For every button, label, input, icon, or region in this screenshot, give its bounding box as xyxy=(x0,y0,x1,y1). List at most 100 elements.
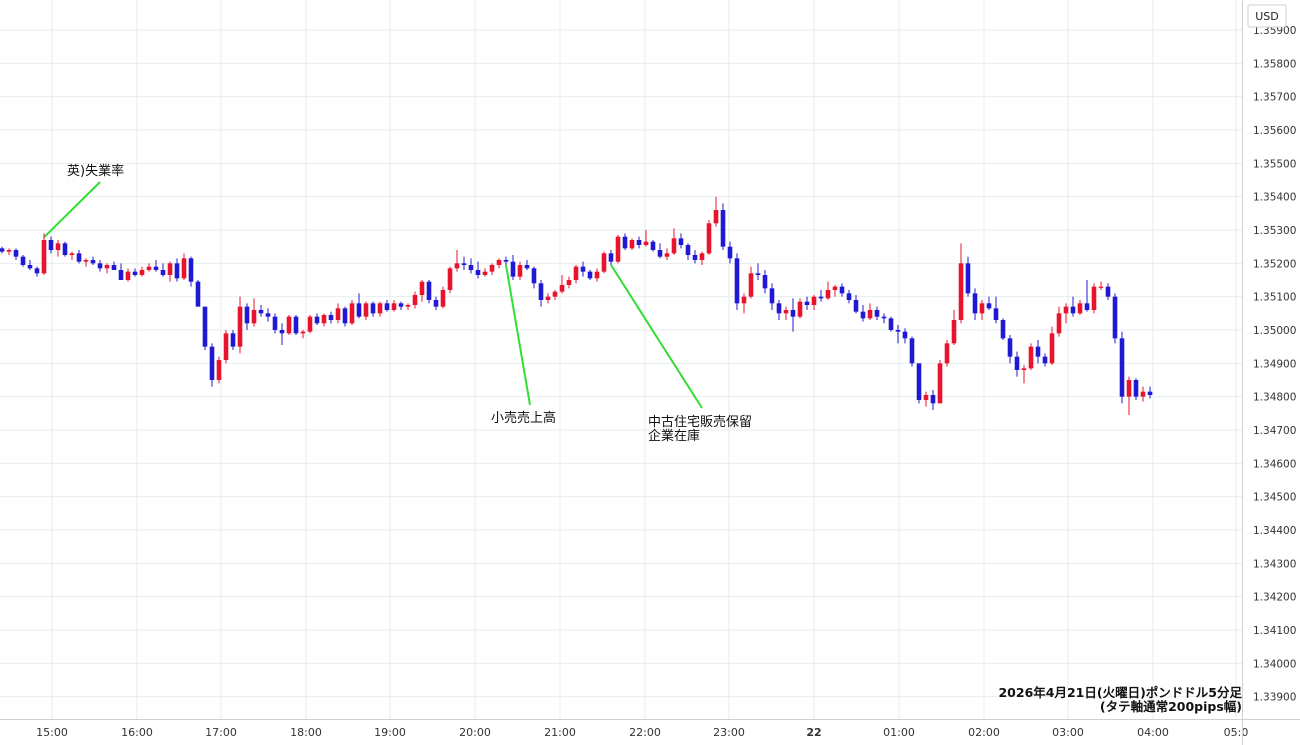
candle-body xyxy=(251,310,257,324)
candle xyxy=(615,235,621,264)
candle-body xyxy=(853,300,859,312)
candle-body xyxy=(601,253,607,272)
candle xyxy=(1042,353,1048,367)
candle xyxy=(195,280,201,307)
candle xyxy=(1133,378,1139,400)
y-tick-label: 1.34400 xyxy=(1253,525,1296,537)
candle-body xyxy=(97,263,103,269)
x-tick-label: 22 xyxy=(806,726,821,739)
candle-body xyxy=(328,315,334,320)
candle-body xyxy=(293,316,299,334)
candle xyxy=(1077,300,1083,315)
candle-body xyxy=(881,316,887,319)
candle-body xyxy=(433,300,439,307)
candle-body xyxy=(1091,286,1097,310)
candle-body xyxy=(587,271,593,279)
candle-body xyxy=(986,303,992,309)
y-tick-label: 1.34700 xyxy=(1253,425,1296,437)
candle xyxy=(937,360,943,404)
x-tick-label: 19:00 xyxy=(374,726,406,739)
x-tick-label: 17:00 xyxy=(205,726,237,739)
candle-body xyxy=(300,331,306,334)
candle xyxy=(664,248,670,260)
candle xyxy=(832,285,838,297)
candle-body xyxy=(923,395,929,400)
candle xyxy=(447,266,453,294)
candle xyxy=(720,203,726,250)
candle-body xyxy=(951,320,957,344)
y-tick-label: 1.34900 xyxy=(1253,358,1296,370)
candle-body xyxy=(188,258,194,282)
candle xyxy=(783,306,789,320)
candle-body xyxy=(419,281,425,295)
y-tick-label: 1.35500 xyxy=(1253,158,1296,170)
candle-body xyxy=(468,265,474,270)
candle-body xyxy=(1105,286,1111,297)
candle-body xyxy=(1140,391,1146,397)
candle-body xyxy=(972,293,978,314)
candle-body xyxy=(671,238,677,254)
candle-body xyxy=(559,285,565,292)
candle xyxy=(580,261,586,277)
candle-body xyxy=(566,280,572,285)
candle-body xyxy=(657,250,663,257)
candle xyxy=(69,251,75,260)
candle-body xyxy=(650,241,656,250)
candle-body xyxy=(496,260,502,265)
currency-badge[interactable]: USD xyxy=(1247,4,1287,28)
candle xyxy=(125,268,131,282)
candle-body xyxy=(538,283,544,300)
candle xyxy=(503,256,509,265)
candle xyxy=(475,261,481,279)
candle-body xyxy=(545,296,551,300)
candle xyxy=(734,253,740,310)
candle-body xyxy=(755,273,761,275)
candles xyxy=(0,196,1153,415)
candle xyxy=(594,268,600,282)
candle-body xyxy=(1147,391,1153,395)
candle xyxy=(755,263,761,280)
candle xyxy=(993,296,999,324)
candle-body xyxy=(223,333,229,360)
candle xyxy=(188,256,194,287)
candle-body xyxy=(692,255,698,260)
candle-body xyxy=(111,265,117,270)
candle-body xyxy=(776,303,782,314)
candle xyxy=(1014,351,1020,377)
candle xyxy=(811,295,817,310)
candle-body xyxy=(454,263,460,269)
candle-body xyxy=(1049,333,1055,364)
candle-body xyxy=(349,303,355,324)
candle xyxy=(657,243,663,259)
candle-body xyxy=(76,253,82,262)
candle-body xyxy=(0,248,5,252)
y-tick-label: 1.35300 xyxy=(1253,225,1296,237)
candle-body xyxy=(699,253,705,260)
candle xyxy=(181,253,187,280)
candle xyxy=(1105,283,1111,300)
candle-body xyxy=(258,310,264,314)
candle xyxy=(314,313,320,325)
candle xyxy=(419,280,425,302)
x-tick-label: 15:00 xyxy=(36,726,68,739)
candle xyxy=(944,340,950,367)
candle-body xyxy=(909,338,915,364)
currency-label: USD xyxy=(1255,10,1279,23)
candle-body xyxy=(867,310,873,319)
candle xyxy=(118,263,124,280)
candle xyxy=(713,196,719,227)
candle-body xyxy=(622,236,628,249)
candle-body xyxy=(181,258,187,279)
candle xyxy=(1063,303,1069,324)
candle xyxy=(13,248,19,260)
candle-body xyxy=(405,305,411,307)
candle-body xyxy=(272,316,278,330)
candle-body xyxy=(1084,303,1090,310)
candle-body xyxy=(1112,296,1118,339)
candle xyxy=(405,303,411,310)
footer-line-2: (タテ軸通常200pips幅) xyxy=(1100,699,1242,714)
candle-body xyxy=(524,265,530,269)
candle xyxy=(916,363,922,404)
candle xyxy=(370,301,376,317)
